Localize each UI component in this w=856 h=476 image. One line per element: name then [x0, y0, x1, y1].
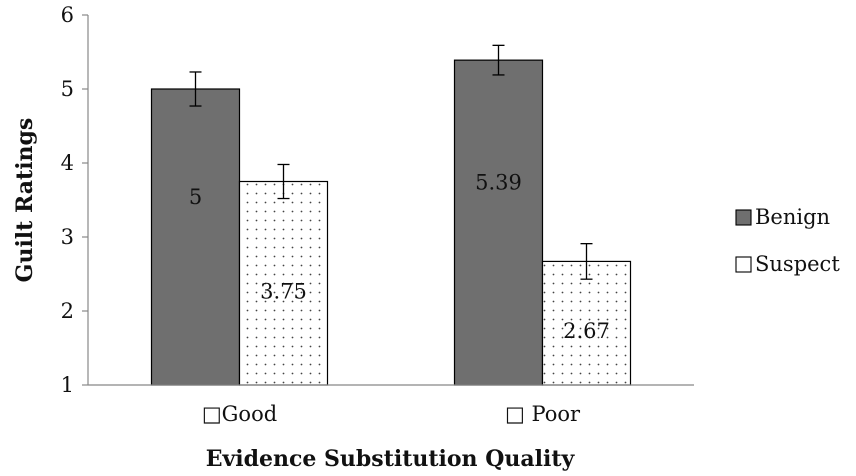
data-label: 2.67 [563, 319, 610, 343]
bars: 5 3.75 5.39 2.67 [150, 44, 632, 386]
y-tick-label: 3 [61, 225, 74, 249]
y-axis: 1 2 3 4 5 6 [61, 3, 89, 397]
x-tick-label: □Good [202, 402, 277, 426]
y-axis-label: Guilt Ratings [12, 118, 38, 283]
bar-benign-1 [150, 88, 241, 386]
x-axis-label: Evidence Substitution Quality [206, 446, 576, 472]
legend: Benign Suspect [735, 205, 840, 276]
data-label: 3.75 [260, 279, 307, 303]
y-tick-label: 5 [61, 77, 74, 101]
legend-label: Benign [755, 205, 830, 229]
y-tick-label: 6 [61, 3, 74, 27]
legend-item-suspect: Suspect [735, 252, 840, 276]
error-bar [492, 44, 505, 76]
legend-swatch [735, 209, 752, 226]
bar-benign-2 [453, 59, 544, 386]
data-label: 5.39 [475, 171, 522, 195]
legend-label: Suspect [755, 252, 840, 276]
data-label: 5 [189, 185, 202, 209]
legend-swatch [735, 256, 752, 273]
error-bar [277, 163, 290, 200]
x-tick-label: □ Poor [505, 402, 581, 426]
error-bar [580, 243, 593, 280]
error-bar [189, 71, 202, 107]
x-axis: □Good □ Poor [88, 384, 694, 426]
y-tick-label: 4 [61, 151, 74, 175]
legend-item-benign: Benign [735, 205, 830, 229]
y-tick-label: 1 [61, 373, 74, 397]
y-tick-label: 2 [61, 299, 74, 323]
